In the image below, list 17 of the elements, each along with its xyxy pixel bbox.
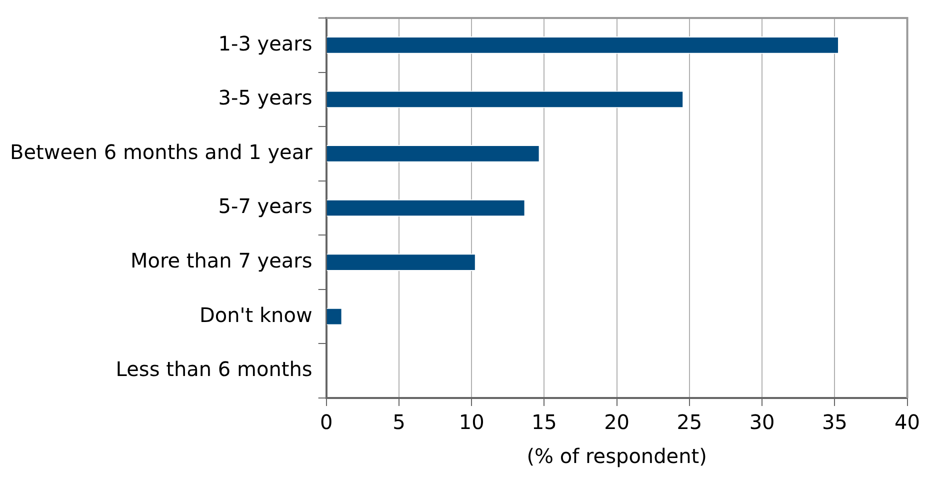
y-tick-label: More than 7 years [130, 248, 312, 272]
x-tick-label: 40 [894, 410, 920, 434]
y-tick-label: 3-5 years [218, 86, 312, 110]
x-tick-label: 25 [676, 410, 702, 434]
x-tick-label: 5 [392, 410, 406, 434]
x-tick-label: 20 [604, 410, 630, 434]
x-tick-label: 15 [531, 410, 557, 434]
y-tick-label: Don't know [199, 302, 312, 327]
y-tick-label: 1-3 years [218, 31, 312, 56]
x-axis-title: (% of respondent) [526, 444, 707, 468]
y-tick-label: Less than 6 months [116, 357, 312, 382]
y-tick-label: Between 6 months and 1 year [10, 140, 314, 164]
x-tick-label: 0 [320, 410, 333, 434]
x-tick-label: 10 [458, 410, 484, 434]
y-tick-label: 5-7 years [218, 194, 312, 218]
x-tick-label: 35 [822, 410, 848, 434]
x-tick-label: 30 [749, 410, 775, 434]
